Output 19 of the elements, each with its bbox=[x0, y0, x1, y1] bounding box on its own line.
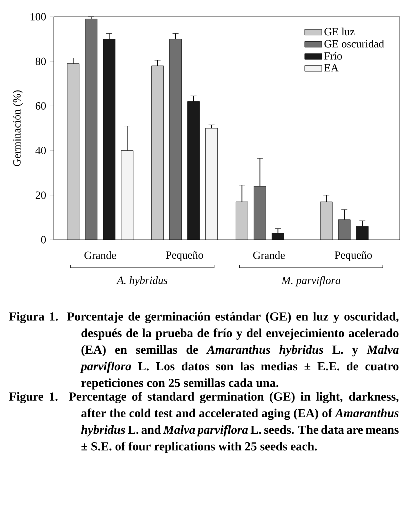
y-tick-label: 20 bbox=[36, 192, 46, 200]
text: Figure 1. Percentage of standard germination (GE) in light, darkness, after the cold test and accelerated aging (EA) of Amaranthus hybridus L. and Malva parviflora L. seeds. The data are means ± S.E. of four replications with 25 seeds each. bbox=[9, 392, 399, 454]
legend-label: Frío bbox=[324, 52, 342, 60]
y-axis-title: Germinación (%) bbox=[13, 90, 24, 166]
y-tick-label: 60 bbox=[36, 102, 46, 110]
x-tick-label: Pequeño bbox=[334, 252, 372, 262]
x-tick-label: Pequeño bbox=[166, 252, 204, 262]
x-tick-label: Grande bbox=[253, 252, 285, 260]
text: Figura 1. Porcentaje de germinación estándar (GE) en luz y oscuridad, después de la prueba de frío y del envejecimiento acelerado (EA) en semillas de Amaranthus hybridus L. y Malva parviflora L. Los datos son las medias ± E.E. de cuatro repeticiones con 25 semillas cada una. bbox=[9, 312, 399, 390]
legend-label: EA bbox=[324, 64, 339, 72]
legend-label: GE oscuridad bbox=[324, 40, 384, 48]
y-tick-label: 80 bbox=[36, 58, 46, 66]
x-tick-label: Grande bbox=[84, 252, 116, 260]
y-tick-label: 100 bbox=[30, 13, 46, 21]
text: A. hybridus bbox=[116, 276, 168, 287]
text: M. parviflora bbox=[282, 276, 341, 287]
y-tick-label: 0 bbox=[41, 236, 46, 244]
legend-label: GE luz bbox=[324, 28, 355, 36]
y-tick-label: 40 bbox=[36, 147, 46, 155]
